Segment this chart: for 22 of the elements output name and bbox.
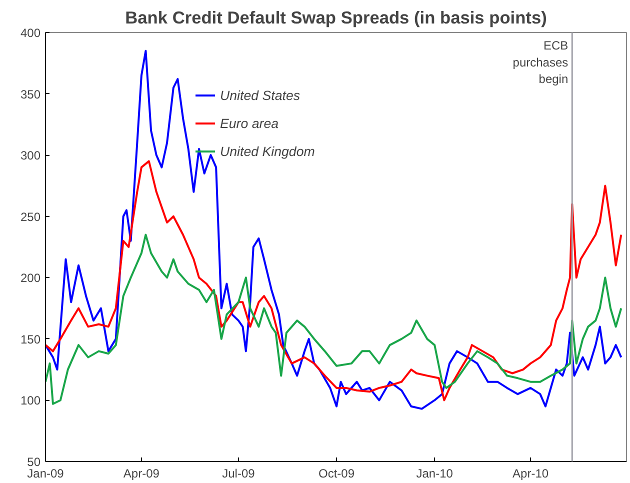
x-tick-label: Jan-10	[416, 466, 454, 480]
y-tick-label: 100	[20, 394, 41, 408]
y-tick-label: 150	[20, 332, 41, 346]
legend-label: Euro area	[220, 116, 279, 130]
chart-title: Bank Credit Default Swap Spreads (in basis points)	[125, 8, 547, 28]
y-tick-label: 200	[20, 271, 41, 286]
line-series	[46, 50, 622, 410]
x-tick-label: Apr-10	[512, 466, 549, 480]
y-tick-label: 350	[20, 87, 41, 102]
x-tick-label: Apr-09	[123, 466, 160, 480]
x-tick-label: Oct-09	[318, 466, 355, 480]
y-tick-label: 300	[20, 148, 41, 163]
ref-line-label: ECB purchases begin	[512, 38, 568, 86]
x-tick-label: Jul-09	[222, 466, 256, 480]
line-series	[46, 234, 622, 405]
legend-label: United States	[220, 88, 300, 102]
y-tick-label: 50	[27, 455, 41, 469]
y-tick-label: 400	[20, 26, 41, 40]
y-tick-label: 250	[20, 210, 41, 224]
line-series	[46, 160, 622, 402]
x-tick-label: Jan-09	[27, 466, 64, 480]
legend-label: United Kingdom	[220, 144, 315, 158]
